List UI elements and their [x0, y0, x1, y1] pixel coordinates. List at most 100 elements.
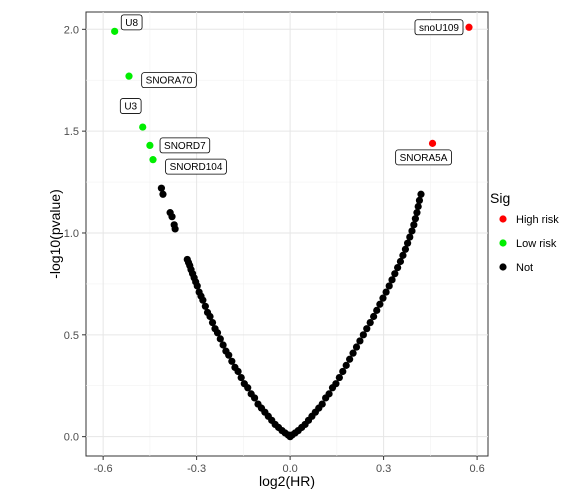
label-box: [120, 14, 143, 31]
y-axis: 0.0 0.5 1.0 1.5 2.0: [64, 24, 86, 444]
label-text: SNORA70: [146, 76, 193, 87]
point-not: [394, 264, 402, 272]
point-not: [401, 245, 410, 253]
label-text: snoU109: [419, 23, 459, 34]
point-not: [363, 325, 371, 333]
point-label: SNORA70: [141, 72, 197, 89]
x-tick-label: -0.6: [94, 463, 113, 475]
label-box: [141, 72, 197, 89]
point-high-risk: [465, 23, 473, 31]
point-not: [366, 318, 374, 327]
y-tick-label: 0.5: [64, 330, 79, 342]
label-box: [165, 158, 227, 175]
label-text: U8: [125, 18, 138, 29]
point-not: [415, 196, 424, 204]
point-not: [193, 282, 201, 290]
point-not: [228, 357, 236, 365]
legend-key: [499, 215, 507, 223]
point-not: [352, 343, 361, 351]
point-not: [404, 239, 412, 247]
point-not: [406, 233, 414, 241]
legend-title: Sig: [490, 190, 510, 206]
point-not: [379, 294, 387, 302]
point-not: [391, 270, 399, 278]
point-label: U3: [119, 98, 142, 114]
point-not: [318, 400, 326, 408]
point-not: [370, 312, 378, 321]
point-not: [385, 282, 393, 290]
point-not: [359, 331, 367, 339]
point-not: [342, 361, 350, 369]
legend-label: High risk: [516, 214, 559, 226]
label-box: [119, 98, 142, 114]
point-not: [225, 351, 233, 359]
point-high-risk: [428, 139, 437, 147]
point-not: [399, 251, 407, 259]
label-text: SNORA5A: [400, 153, 448, 164]
point-not: [234, 367, 242, 376]
label-box: [414, 19, 464, 36]
point-label: snoU109: [414, 19, 464, 36]
label-text: SNORD104: [170, 162, 223, 173]
point-label: SNORD104: [165, 158, 227, 175]
point-label: SNORD7: [159, 137, 211, 154]
x-tick-label: 0.3: [376, 463, 391, 475]
point-low-risk: [149, 156, 157, 164]
point-not: [171, 225, 179, 233]
label-text: SNORD7: [164, 141, 206, 152]
legend-label: Not: [516, 262, 533, 274]
x-axis-title: log2(HR): [259, 473, 315, 489]
point-not: [168, 213, 176, 221]
label-text: U3: [124, 102, 137, 113]
point-label: U8: [120, 14, 143, 31]
point-not: [250, 394, 259, 402]
point-low-risk: [111, 27, 119, 35]
x-tick-label: 0.6: [469, 463, 484, 475]
point-not: [339, 367, 347, 376]
point-not: [332, 380, 340, 388]
point-not: [216, 335, 224, 343]
point-not: [413, 209, 421, 217]
y-tick-label: 0.0: [64, 432, 79, 444]
point-not: [376, 300, 384, 308]
point-not: [208, 318, 217, 327]
point-low-risk: [146, 141, 154, 150]
point-not: [237, 373, 245, 382]
point-not: [199, 296, 207, 304]
point-not: [411, 215, 419, 223]
legend-label: Low risk: [516, 238, 557, 250]
point-not: [157, 184, 166, 192]
point-not: [410, 221, 418, 229]
point-not: [325, 390, 333, 398]
point-low-risk: [139, 123, 147, 131]
point-not: [335, 373, 343, 382]
point-not: [346, 355, 354, 363]
point-not: [244, 384, 252, 392]
point-low-risk: [125, 72, 133, 80]
point-not: [382, 288, 390, 296]
point-not: [417, 190, 425, 198]
point-not: [396, 257, 405, 266]
data-points: [111, 23, 473, 441]
y-tick-label: 1.5: [64, 126, 79, 138]
point-not: [349, 349, 357, 357]
point-label: SNORA5A: [395, 149, 452, 166]
point-not: [159, 190, 167, 198]
point-not: [213, 329, 222, 337]
point-not: [219, 341, 227, 349]
x-tick-label: -0.3: [187, 463, 206, 475]
point-not: [388, 276, 396, 284]
y-tick-label: 1.0: [64, 228, 79, 240]
point-not: [201, 302, 209, 310]
label-box: [159, 137, 211, 154]
label-box: [395, 149, 452, 166]
legend-key: [499, 239, 507, 247]
point-not: [373, 306, 381, 314]
x-axis: -0.6 -0.3 0.0 0.3 0.6: [94, 456, 485, 475]
point-not: [356, 337, 364, 345]
point-labels: snoU109 SNORA5A U8 SNORA70 U3 SNORD7 SNORD104: [119, 14, 464, 175]
point-not: [408, 227, 416, 235]
y-axis-title: -log10(pvalue): [47, 189, 63, 279]
y-tick-label: 2.0: [64, 24, 79, 36]
